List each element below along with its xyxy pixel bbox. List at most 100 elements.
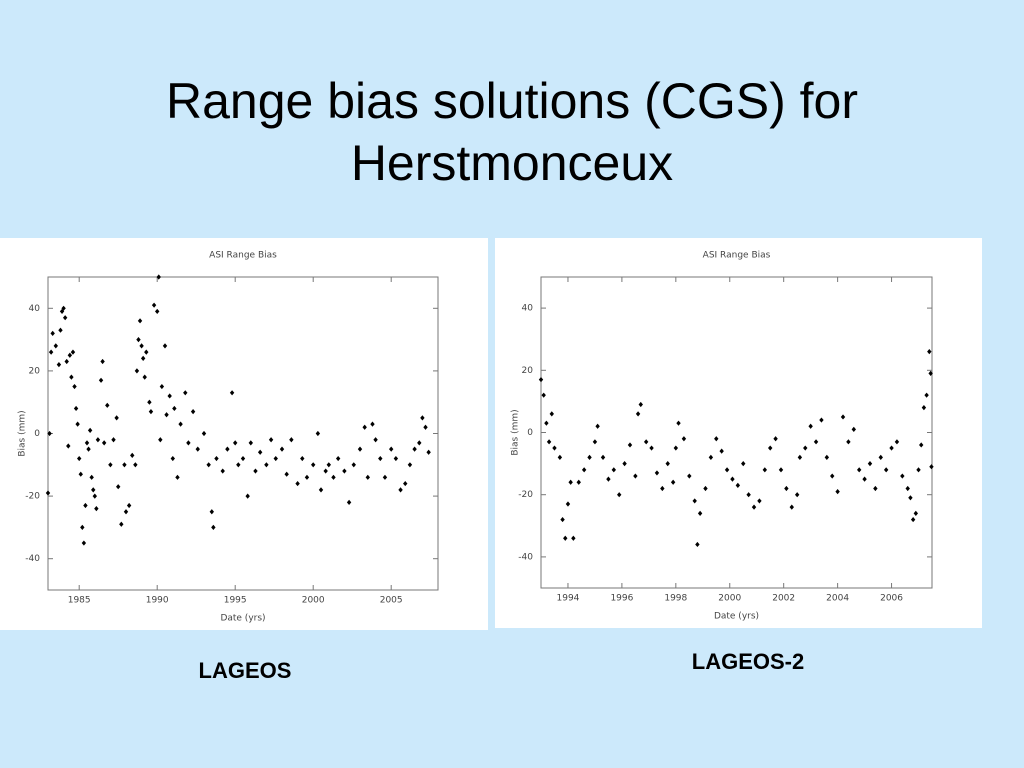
point [56,362,62,368]
point [538,377,544,383]
point [47,430,52,437]
point [105,402,110,408]
point [622,461,627,467]
y-axis-label: Bias (mm) [18,410,28,456]
y-tick-label: -20 [518,490,533,500]
point [654,470,660,476]
point [784,485,789,492]
point [331,474,336,480]
point [72,383,77,390]
y-axis-label: Bias (mm) [511,409,521,455]
point [638,401,643,408]
point [382,474,388,480]
point [134,368,140,374]
point [284,471,289,477]
point [757,498,762,504]
point [201,430,207,437]
point [565,501,571,507]
point [794,492,800,498]
point [91,487,96,493]
slide-title: Range bias solutions (CGS) for Herstmonc… [166,73,858,191]
y-tick-label: 20 [522,366,534,376]
point [611,467,617,473]
point [119,521,124,527]
y-tick-label: -20 [25,492,40,502]
point [571,535,576,541]
point [649,445,654,451]
point [673,445,679,451]
point [87,427,93,433]
point [233,440,238,446]
point [84,440,90,446]
point [695,541,700,548]
point [563,535,568,541]
point [606,476,611,482]
point [273,455,278,462]
point [398,487,403,493]
point [708,454,714,460]
point [627,442,633,448]
point [862,476,867,482]
point [220,468,225,474]
point [587,454,592,460]
point [126,502,132,509]
point [928,370,933,377]
point [61,305,66,311]
point [819,417,824,423]
point [156,274,161,280]
point [95,437,101,443]
x-tick-label: 1998 [664,594,687,604]
point [595,423,600,429]
point [751,504,757,510]
x-tick-label: 1994 [557,594,580,604]
point [77,455,82,462]
point [768,445,773,451]
point [67,352,73,358]
point [546,439,552,445]
point [53,343,58,349]
point [617,492,622,498]
point [186,440,191,446]
point [830,473,835,479]
point [70,349,76,355]
point [209,509,214,515]
chart-caption: LAGEOS-2 [692,649,804,674]
point [407,462,413,468]
y-tick-label: 0 [527,428,533,438]
point [170,455,175,462]
point [351,462,356,468]
x-tick-label: 1990 [146,596,169,606]
point [789,504,794,510]
point [676,420,681,426]
point [741,461,746,467]
point [867,461,873,467]
point [80,524,85,530]
point [172,405,177,412]
point [714,436,719,442]
point [541,392,546,398]
point [175,474,180,480]
point [253,468,258,474]
point [214,455,219,462]
point [378,455,383,462]
point [403,480,408,487]
point [687,473,692,479]
point [326,462,331,468]
point [393,455,399,462]
point [665,461,670,467]
point [576,479,581,485]
point [808,423,813,429]
chart: ASI Range Bias 1994 1996 1998 2000 2002 2004 20… [495,238,982,628]
point [762,467,768,473]
point [162,343,168,349]
y-tick-label: -40 [518,552,533,562]
point [139,343,144,349]
point [318,487,324,493]
x-axis-label: Date (yrs) [714,612,759,622]
point [670,479,676,485]
point [889,445,894,451]
point [773,436,778,442]
point [900,473,905,479]
point [178,421,183,427]
point [840,414,846,420]
